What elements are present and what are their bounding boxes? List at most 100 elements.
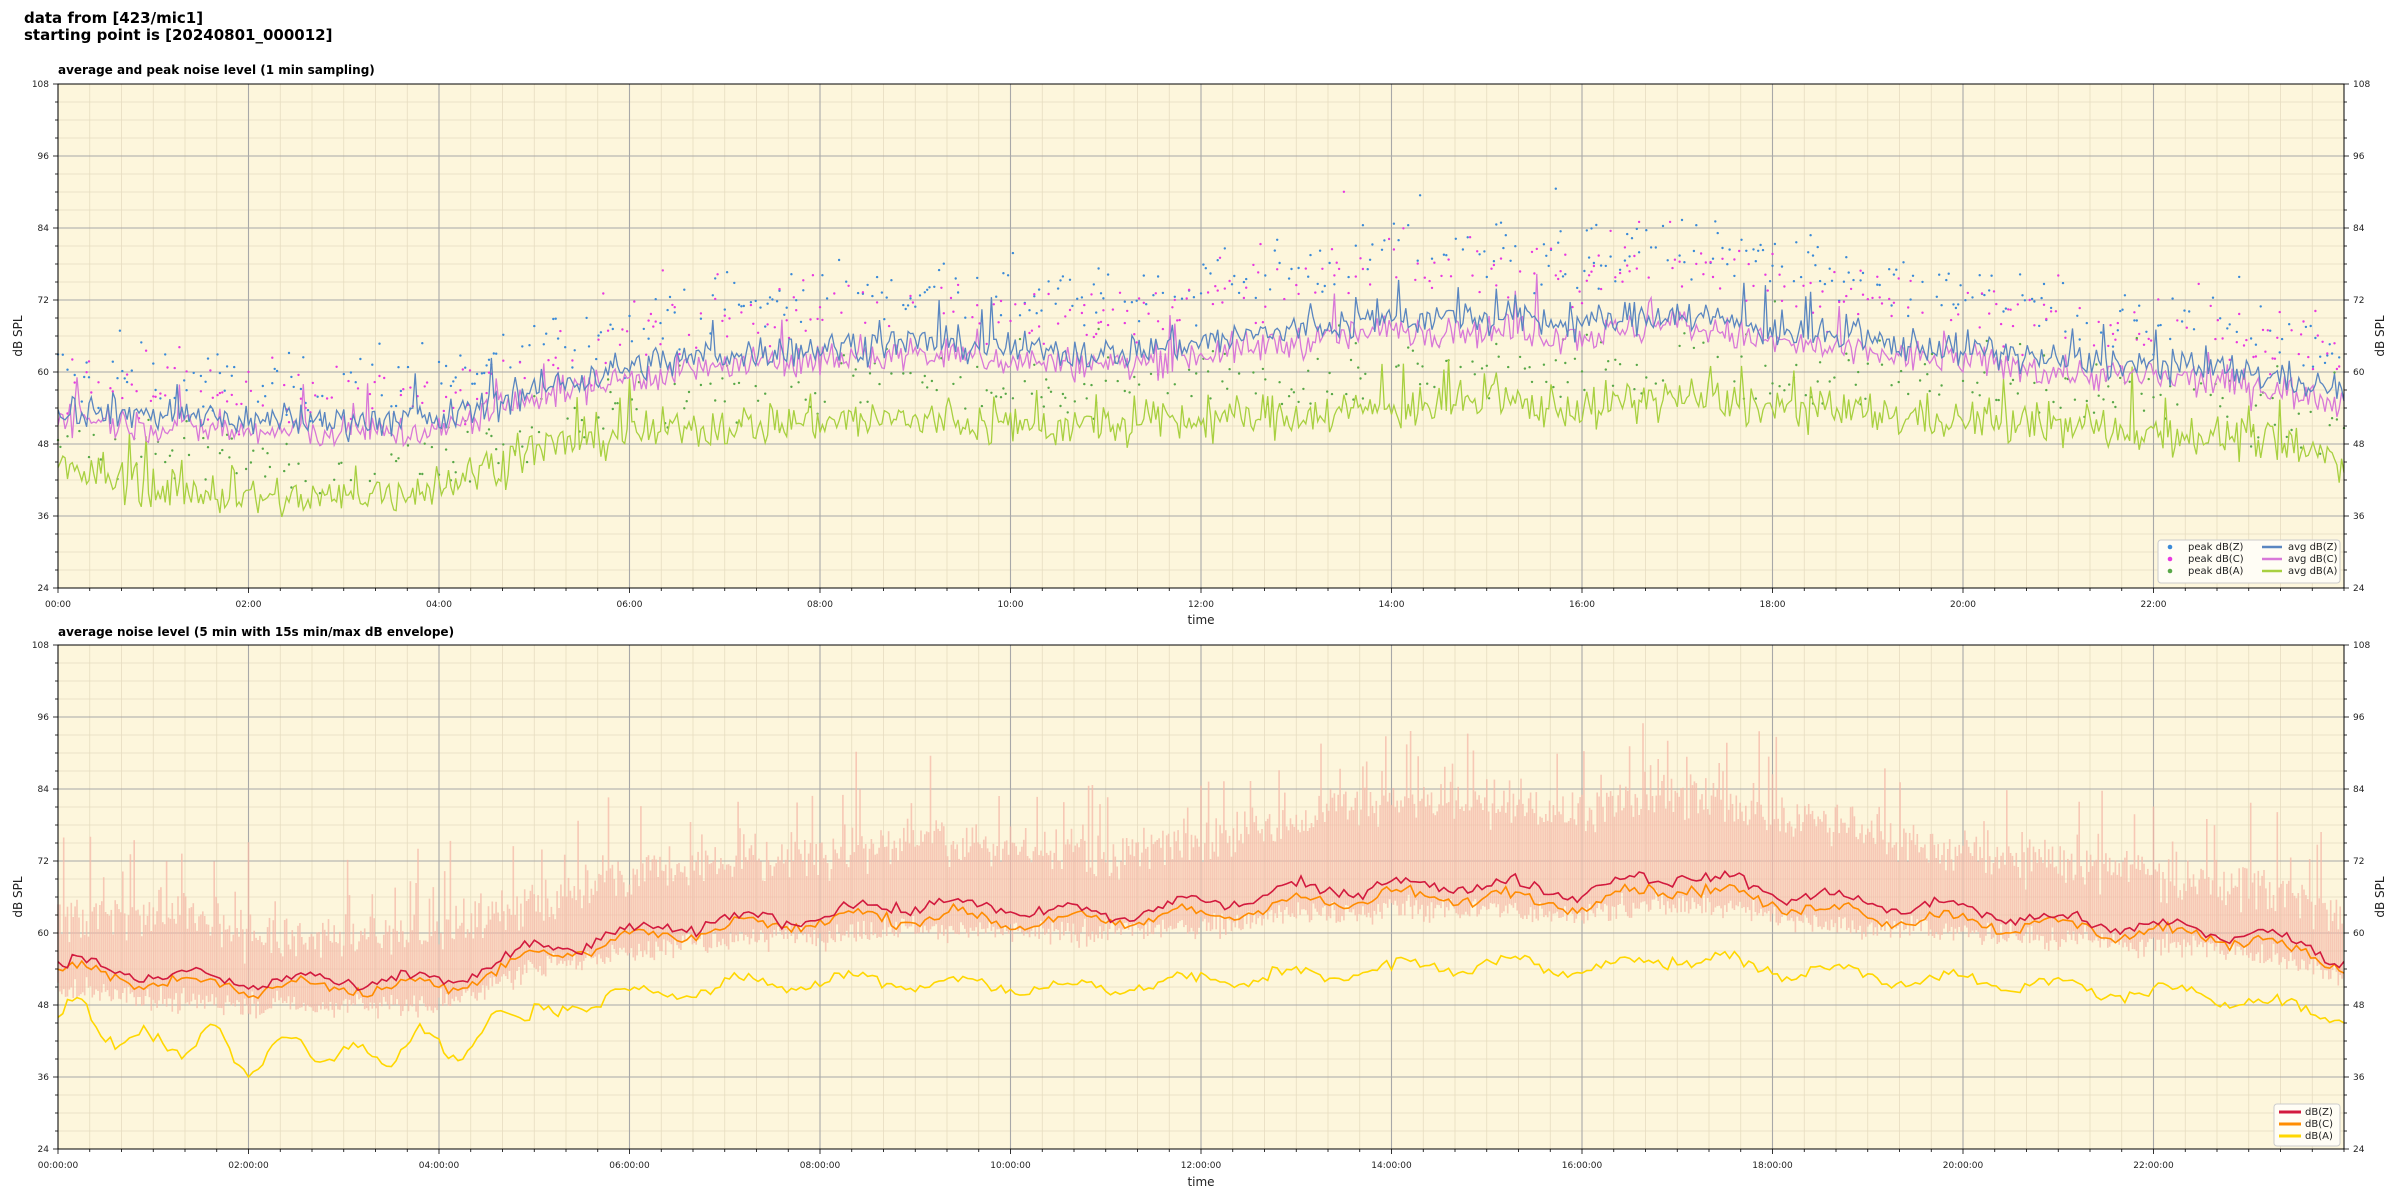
- peak-point: [442, 409, 445, 413]
- peak-point: [2273, 357, 2277, 360]
- tick-marks: [53, 83, 2349, 593]
- peak-point: [1614, 358, 1617, 361]
- peak-point: [2335, 367, 2339, 371]
- peak-point: [73, 381, 76, 384]
- peak-point: [1709, 260, 1712, 264]
- peak-point: [2290, 428, 2293, 432]
- peak-point: [914, 305, 917, 308]
- peak-point: [1695, 262, 1698, 266]
- peak-point: [773, 326, 776, 329]
- peak-point: [585, 316, 588, 320]
- peak-point: [314, 394, 317, 397]
- peak-point: [1599, 287, 1603, 291]
- peak-point: [611, 407, 614, 411]
- peak-point: [1978, 394, 1981, 397]
- peak-point: [580, 418, 584, 422]
- peak-point: [1106, 323, 1110, 327]
- peak-point: [2278, 310, 2281, 314]
- peak-point: [283, 469, 286, 473]
- peak-point: [611, 327, 614, 331]
- peak-point: [1173, 298, 1177, 302]
- peak-point: [1583, 388, 1586, 392]
- peak-point: [1287, 277, 1291, 280]
- peak-point: [1018, 314, 1022, 317]
- legend-label: avg dB(Z): [2288, 542, 2338, 553]
- peak-point: [554, 317, 557, 320]
- peak-point: [1618, 268, 1622, 271]
- peak-point: [871, 294, 874, 298]
- peak-point: [299, 397, 303, 400]
- peak-point: [556, 337, 560, 340]
- peak-point: [1578, 290, 1581, 293]
- peak-point: [1959, 284, 1962, 287]
- peak-point: [2018, 273, 2022, 276]
- peak-point: [2338, 365, 2341, 368]
- peak-point: [1154, 292, 1158, 295]
- peak-point: [121, 369, 124, 373]
- peak-point: [866, 400, 869, 403]
- peak-point: [1833, 376, 1836, 379]
- peak-point: [1628, 255, 1631, 258]
- peak-point: [1861, 293, 1865, 296]
- peak-point: [2228, 323, 2231, 326]
- peak-point: [1795, 305, 1798, 308]
- peak-point: [1314, 291, 1317, 294]
- peak-point: [2002, 310, 2005, 313]
- peak-point: [2033, 324, 2036, 327]
- peak-point: [533, 324, 536, 328]
- peak-point: [1633, 254, 1636, 258]
- peak-point: [1683, 261, 1686, 264]
- peak-point: [942, 312, 945, 315]
- peak-point: [1945, 278, 1948, 282]
- peak-point: [1988, 312, 1991, 315]
- peak-point: [1559, 270, 1562, 273]
- peak-point: [1242, 280, 1246, 284]
- peak-point: [2064, 336, 2067, 339]
- peak-point: [1783, 389, 1786, 392]
- x-tick-label: 10:00: [998, 600, 1024, 610]
- y-tick-label-left: 24: [38, 584, 50, 594]
- peak-point: [266, 452, 269, 455]
- y-tick-label-right: 108: [2353, 80, 2370, 90]
- peak-point: [956, 291, 960, 294]
- peak-point: [1487, 397, 1491, 400]
- peak-point: [1733, 274, 1736, 278]
- peak-point: [1061, 275, 1065, 278]
- peak-point: [2323, 361, 2327, 365]
- peak-point: [1928, 389, 1931, 393]
- peak-point: [452, 460, 455, 464]
- peak-point: [1368, 283, 1372, 286]
- peak-point: [554, 356, 557, 359]
- peak-point: [606, 378, 610, 381]
- peak-point: [673, 382, 676, 386]
- peak-point: [373, 380, 376, 384]
- peak-point: [659, 343, 662, 346]
- peak-point: [792, 296, 795, 299]
- x-axis-label: time: [1187, 613, 1214, 627]
- peak-point: [1297, 266, 1300, 270]
- peak-point: [833, 292, 836, 295]
- peak-point: [1468, 236, 1472, 239]
- peak-point: [1559, 395, 1562, 398]
- peak-point: [135, 390, 138, 393]
- peak-point: [1580, 370, 1584, 373]
- peak-point: [2285, 435, 2288, 439]
- peak-point: [1499, 221, 1503, 224]
- peak-point: [1890, 304, 1893, 307]
- x-tick-label: 20:00:00: [1943, 1161, 1984, 1171]
- peak-point: [976, 304, 979, 307]
- peak-point: [756, 399, 760, 402]
- y-tick-label-left: 84: [38, 224, 50, 234]
- peak-point: [1278, 381, 1281, 384]
- peak-point: [1764, 273, 1767, 276]
- chart-title: average noise level (5 min with 15s min/…: [58, 625, 454, 639]
- peak-point: [1502, 246, 1505, 250]
- peak-point: [2061, 281, 2065, 285]
- peak-point: [1626, 232, 1629, 236]
- peak-point: [768, 296, 772, 299]
- peak-point: [1318, 249, 1322, 252]
- peak-point: [1818, 361, 1822, 364]
- peak-point: [1783, 285, 1786, 288]
- peak-point: [2271, 396, 2274, 400]
- peak-point: [244, 380, 248, 383]
